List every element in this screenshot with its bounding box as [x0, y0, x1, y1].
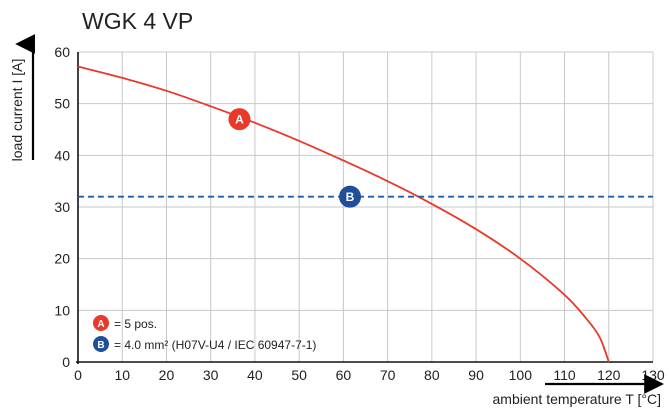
x-tick-label: 30 — [203, 367, 219, 383]
x-tick-label: 0 — [74, 367, 82, 383]
y-tick-label: 30 — [54, 199, 70, 215]
legend-entry-a: = 5 pos. — [114, 317, 157, 331]
series — [77, 65, 653, 363]
y-tick-label: 50 — [54, 96, 70, 112]
x-tick-label: 10 — [114, 367, 130, 383]
x-tick-label: 60 — [336, 367, 352, 383]
chart-title: WGK 4 VP — [82, 8, 193, 34]
y-tick-label: 20 — [54, 251, 70, 267]
x-tick-label: 50 — [291, 367, 307, 383]
tick-labels: 0 10 20 30 40 50 60 70 80 90 100 110 120 130 0 10 20 30 40… — [54, 44, 664, 383]
marker-b — [339, 185, 362, 208]
legend: A = 5 pos. B = 4.0 mm² (H07V-U4 / IEC 60… — [93, 315, 316, 352]
x-axis-label: ambient temperature T [°C] — [493, 391, 662, 407]
x-tick-label: 110 — [553, 367, 576, 383]
x-tick-label: 40 — [247, 367, 263, 383]
x-tick-label: 130 — [641, 367, 665, 383]
x-tick-label: 20 — [159, 367, 175, 383]
x-tick-label: 70 — [380, 367, 396, 383]
grid — [76, 51, 654, 364]
y-axis-label: load current I [A] — [9, 59, 25, 162]
x-tick-label: 90 — [468, 367, 484, 383]
legend-badge-a — [93, 315, 109, 331]
y-tick-label: 0 — [62, 354, 70, 370]
series-line-a — [77, 65, 610, 363]
legend-entry-b: = 4.0 mm² (H07V-U4 / IEC 60947-7-1) — [114, 338, 316, 352]
marker-a — [228, 108, 251, 131]
legend-badge-a-label: A — [97, 319, 104, 330]
x-tick-label: 100 — [509, 367, 533, 383]
x-tick-label: 80 — [424, 367, 440, 383]
marker-a-label: A — [235, 113, 244, 127]
series-markers: AB — [228, 108, 362, 208]
y-tick-label: 10 — [54, 302, 70, 318]
marker-b-label: B — [346, 190, 355, 204]
x-tick-label: 120 — [597, 367, 621, 383]
legend-badge-b — [93, 336, 109, 352]
legend-badge-b-label: B — [97, 340, 104, 351]
y-tick-label: 60 — [54, 44, 70, 60]
y-tick-label: 40 — [54, 147, 70, 163]
